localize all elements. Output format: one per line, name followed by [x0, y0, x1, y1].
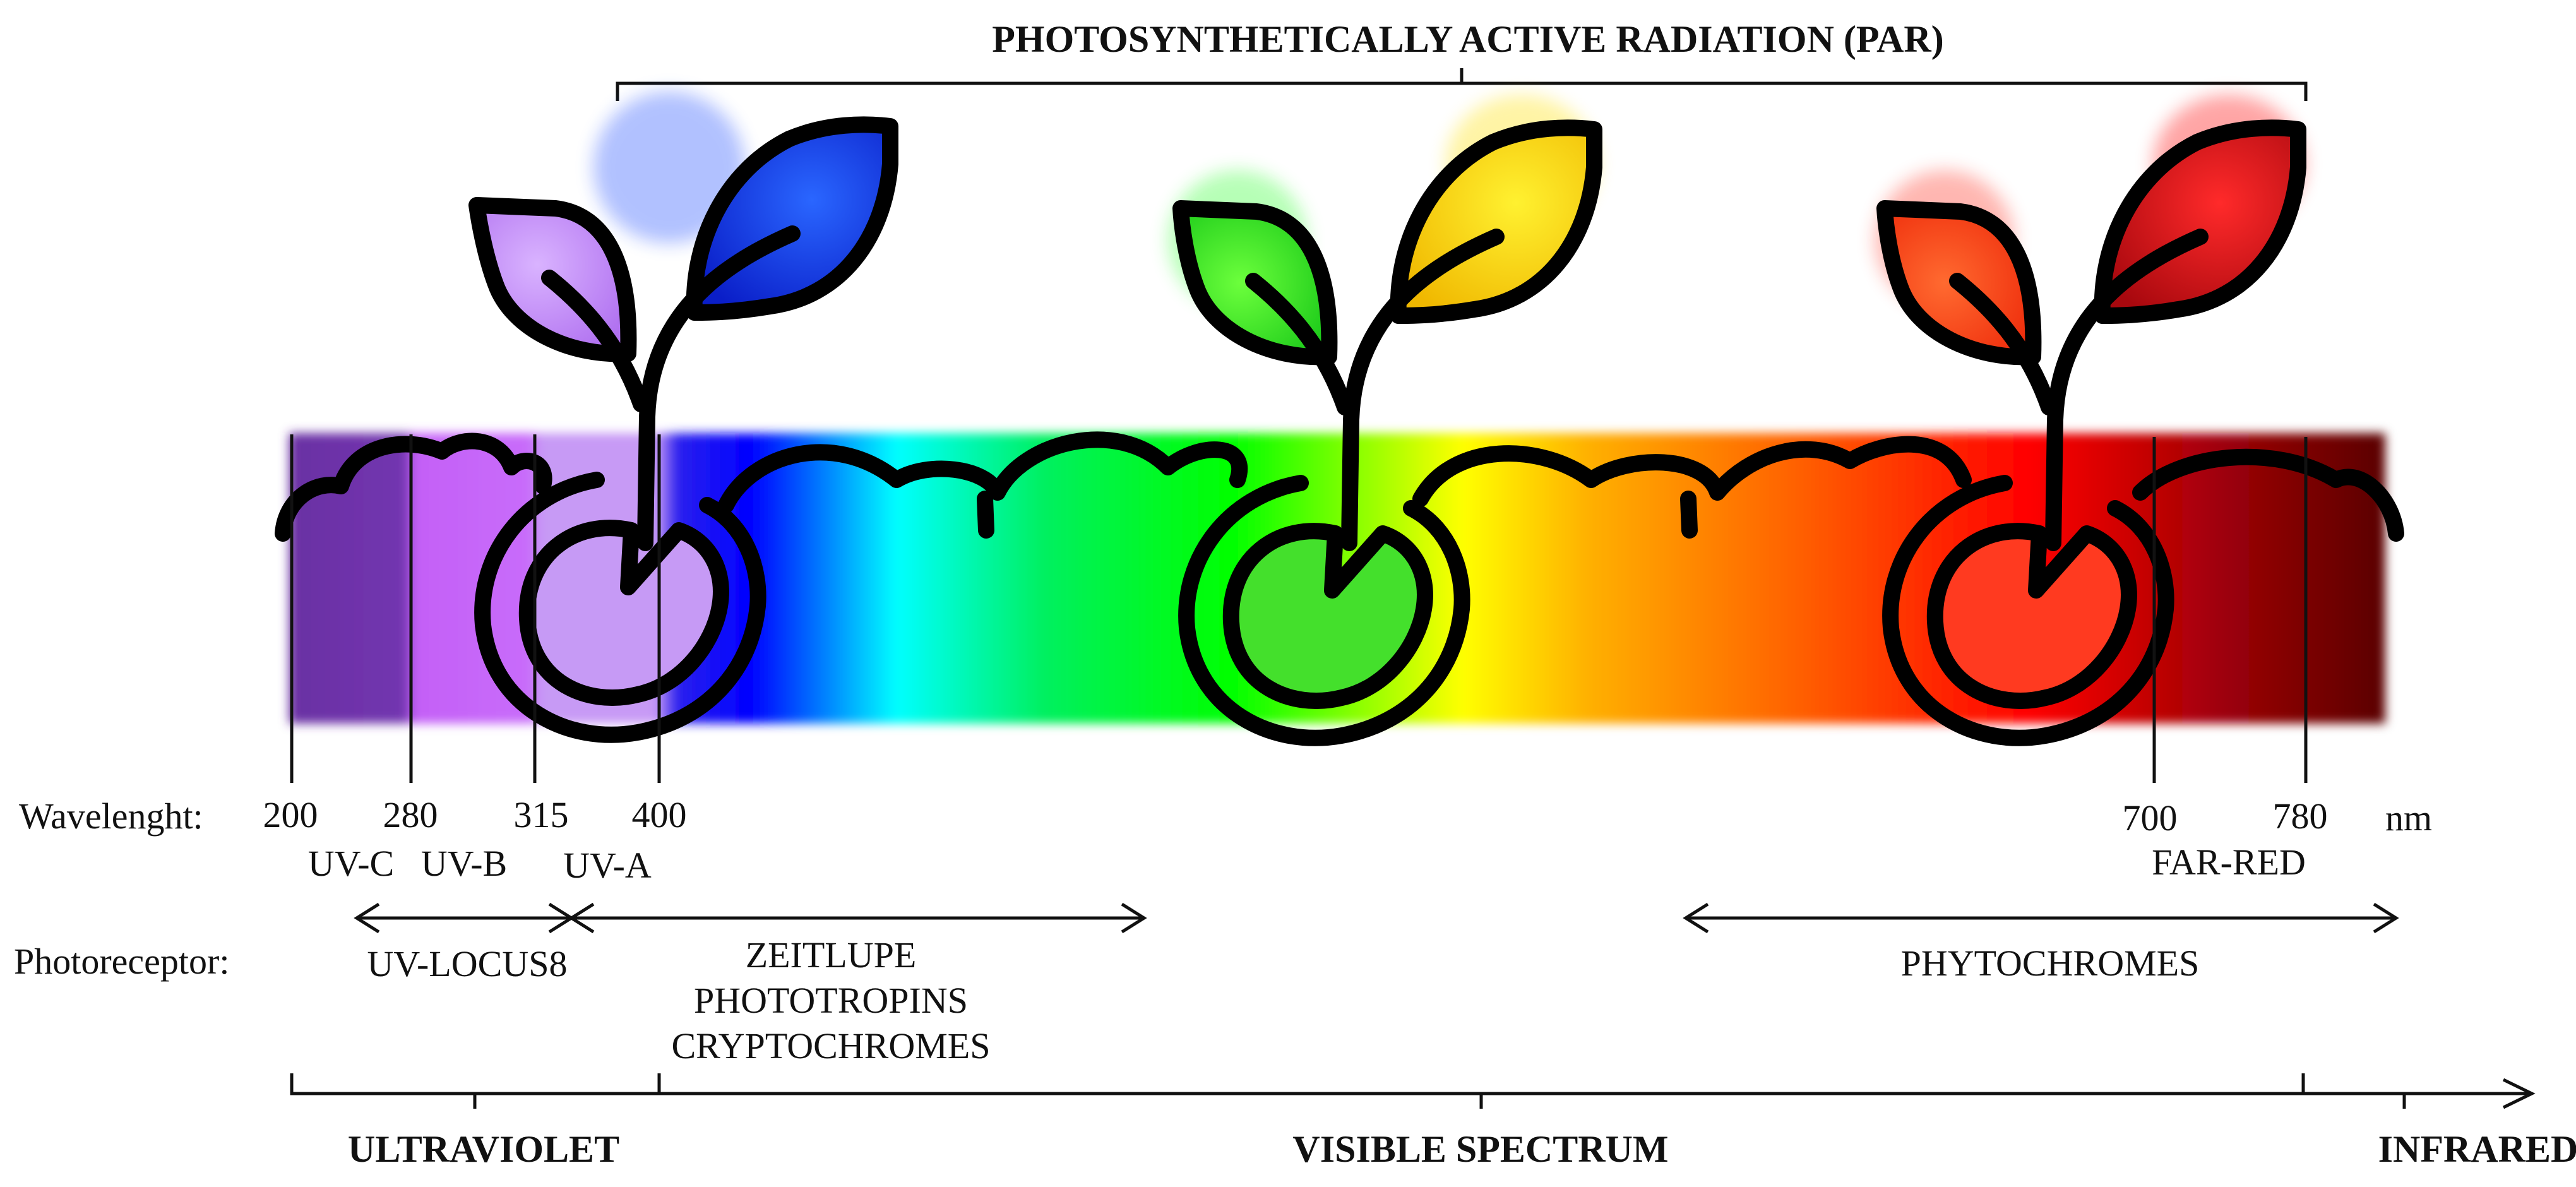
photoreceptor-arrows	[354, 902, 2399, 934]
diagram-title: PHOTOSYNTHETICALLY ACTIVE RADIATION (PAR…	[992, 18, 1943, 60]
soil-line	[275, 431, 2404, 542]
band-uvc: UV-C	[308, 843, 394, 884]
wavelength-row-label: Wavelenght:	[19, 796, 203, 837]
band-uvb: UV-B	[421, 843, 507, 884]
plant-green-yellow	[1168, 95, 1602, 746]
tick-label-780: 780	[2273, 796, 2328, 837]
photoreceptor-phytochromes: PHYTOCHROMES	[1901, 943, 2200, 984]
tick-label-700: 700	[2123, 797, 2178, 838]
region-axis	[290, 1073, 2536, 1109]
tick-label-200: 200	[263, 794, 318, 835]
tick-label-280: 280	[383, 794, 438, 835]
photoreceptor-cryptochromes: CRYPTOCHROMES	[672, 1025, 991, 1066]
tick-label-400: 400	[632, 794, 687, 835]
region-infrared: INFRARED	[2378, 1128, 2576, 1170]
band-far-red: FAR-RED	[2152, 842, 2306, 883]
plant-red	[1875, 95, 2306, 746]
tick-label-315: 315	[514, 794, 569, 835]
band-uva: UV-A	[563, 845, 652, 886]
region-visible-spectrum: VISIBLE SPECTRUM	[1292, 1128, 1668, 1170]
photoreceptor-phototropins: PHOTOTROPINS	[694, 980, 968, 1021]
photoreceptor-zeitlupe: ZEITLUPE	[746, 934, 917, 975]
photoreceptor-row-label: Photoreceptor:	[14, 941, 229, 982]
wavelength-unit: nm	[2385, 797, 2432, 838]
plant-uv-blue	[468, 92, 898, 743]
wavelength-tick-lines	[290, 434, 2308, 783]
region-ultraviolet: ULTRAVIOLET	[348, 1128, 619, 1170]
par-bracket	[616, 68, 2308, 101]
photoreceptor-uv-locus8: UV-LOCUS8	[367, 943, 568, 984]
